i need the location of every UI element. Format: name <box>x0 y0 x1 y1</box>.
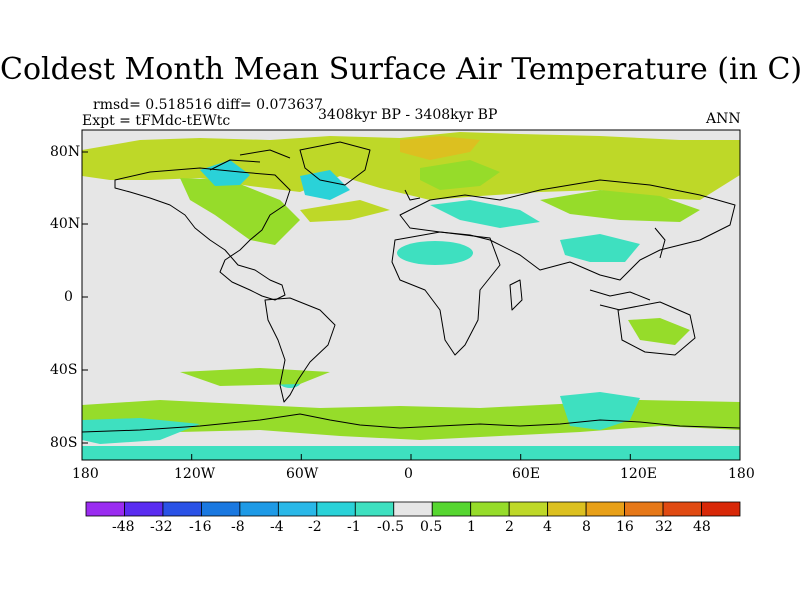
stats-label: rmsd= 0.518516 diff= 0.073637 <box>93 97 323 113</box>
south-pacific-band <box>180 368 330 386</box>
colorbar-box <box>508 501 549 517</box>
colorbar-label: -2 <box>308 519 322 535</box>
colorbar-box <box>85 501 125 517</box>
lat-label: 80N <box>50 144 81 160</box>
north-warm-core <box>400 136 480 160</box>
canada-cool-patch <box>200 160 250 186</box>
antarctic-cool-west <box>82 418 200 444</box>
south-america-coast <box>264 297 336 403</box>
colorbar-label: -4 <box>270 519 284 535</box>
greenland-cool-patch <box>300 170 350 200</box>
map-title: Coldest Month Mean Surface Air Temperatu… <box>0 52 800 87</box>
uk-coast <box>404 189 421 201</box>
africa-coast <box>391 231 501 356</box>
colorbar-box <box>662 501 702 517</box>
lat-ticks <box>82 151 88 444</box>
antarctica-coast <box>82 413 740 433</box>
colorbar-label: 32 <box>655 519 673 535</box>
colorbar-label: -32 <box>150 519 173 535</box>
colorbar-label: -8 <box>231 519 245 535</box>
colorbar-box <box>124 501 164 517</box>
colorbar-box <box>585 501 625 517</box>
lon-label: 60E <box>512 466 541 482</box>
colorbar-label: 2 <box>505 519 514 535</box>
colorbar-box <box>547 501 587 517</box>
lon-label: 120E <box>620 466 657 482</box>
lon-label: 180 <box>72 466 99 482</box>
arctic-islands-coast <box>209 149 291 171</box>
colorbar-box <box>470 501 510 517</box>
colorbar-label: 16 <box>616 519 634 535</box>
indonesia-coast <box>589 289 651 311</box>
colorbar-label: 0.5 <box>420 519 443 535</box>
atlantic-patch <box>300 200 390 222</box>
colorbar-box <box>201 501 241 517</box>
colorbar-box <box>354 501 395 517</box>
lat-label: 80S <box>50 435 78 451</box>
colorbar-label: 4 <box>543 519 552 535</box>
lat-label: 0 <box>64 289 73 305</box>
colorbar-box <box>701 501 741 517</box>
north-america-patch <box>180 178 300 245</box>
period-label: 3408kyr BP - 3408kyr BP <box>318 107 498 123</box>
colorbar-label: 8 <box>582 519 591 535</box>
colorbar-box <box>316 501 356 517</box>
colorbar-box <box>431 501 472 517</box>
north-warm-band <box>82 132 740 200</box>
japan-coast <box>654 227 666 259</box>
lon-label: 180 <box>728 466 755 482</box>
colorbar-label: 1 <box>467 519 476 535</box>
colorbar-label: -0.5 <box>377 519 404 535</box>
lat-label: 40S <box>50 362 78 378</box>
colorbar-box <box>277 501 318 517</box>
asia-cool-patch <box>560 234 640 262</box>
season-label: ANN <box>706 111 741 127</box>
colorbar-box <box>393 501 433 517</box>
lon-label: 60W <box>286 466 319 482</box>
colorbar-label: 48 <box>693 519 711 535</box>
colorbar-box <box>624 501 664 517</box>
lon-label: 120W <box>174 466 216 482</box>
scandinavia-patch <box>420 160 500 190</box>
colorbar-box <box>239 501 279 517</box>
map-field <box>82 130 740 460</box>
australia-coast <box>617 301 696 356</box>
lon-ticks <box>81 454 741 460</box>
experiment-label: Expt = tFMdc-tEWtc <box>82 113 231 129</box>
north-america-coast <box>114 167 291 301</box>
colorbar-label: -48 <box>112 519 135 535</box>
sahara-cool-patch <box>397 241 473 265</box>
colorbar-label: -16 <box>189 519 212 535</box>
madagascar-coast <box>509 279 523 311</box>
colorbar-box <box>162 501 202 517</box>
coastlines <box>82 141 740 433</box>
antarctic-cool-south <box>82 446 740 460</box>
eurasia-coast <box>399 179 736 281</box>
lat-label: 40N <box>50 216 81 232</box>
lon-label: 0 <box>404 466 413 482</box>
europe-cool-patch <box>430 200 540 228</box>
siberia-patch <box>540 190 700 222</box>
colorbar <box>85 501 741 517</box>
australia-patch <box>628 318 690 345</box>
greenland-coast <box>299 141 371 186</box>
colorbar-label: -1 <box>347 519 361 535</box>
